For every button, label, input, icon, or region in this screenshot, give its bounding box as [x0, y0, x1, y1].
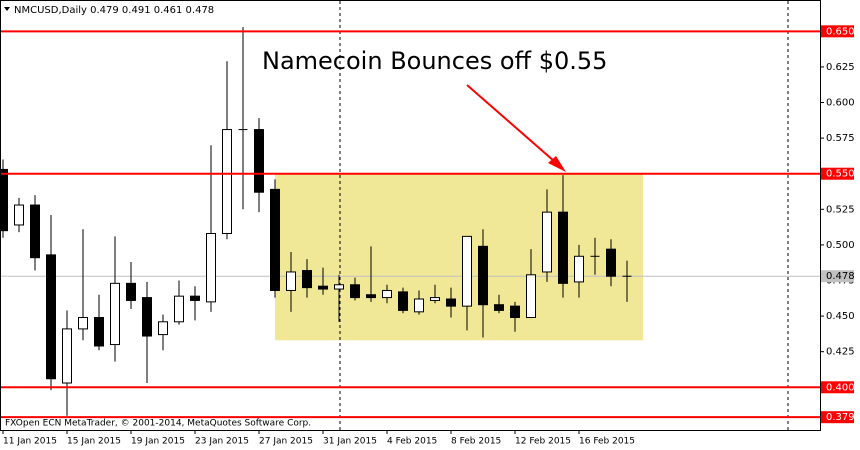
annotation: Namecoin Bounces off $0.55	[262, 47, 607, 75]
footer: FXOpen ECN MetaTrader, © 2001-2014, Meta…	[5, 419, 311, 429]
y-tick-label: 0.500	[826, 240, 855, 251]
y-tick-label: 0.525	[826, 204, 855, 215]
level-box	[821, 381, 854, 394]
candle-body	[366, 294, 376, 299]
y-tick-label: 0.425	[826, 347, 855, 358]
level-label: 0.650	[826, 26, 855, 37]
candle-body	[254, 129, 264, 193]
candle-body	[142, 297, 152, 337]
y-tick-label: 0.625	[826, 62, 855, 73]
candle-body	[558, 211, 568, 284]
x-tick-label: 15 Jan 2015	[67, 437, 121, 447]
x-tick-label: 4 Feb 2015	[387, 437, 437, 447]
candle-body	[158, 321, 168, 336]
candle-body	[30, 204, 40, 259]
candle-body	[0, 168, 8, 232]
x-tick-label: 8 Feb 2015	[451, 437, 501, 447]
x-tick-label: 16 Feb 2015	[579, 437, 635, 447]
x-tick-label: 11 Jan 2015	[3, 437, 57, 447]
level-box	[821, 411, 854, 424]
candle-body	[478, 245, 488, 306]
candle-body	[174, 295, 184, 323]
candle-body	[110, 282, 120, 346]
candle-body	[414, 298, 424, 313]
candle-body	[318, 285, 328, 290]
candle-body	[46, 254, 56, 380]
candle-body	[382, 289, 392, 299]
candle-body	[350, 284, 360, 299]
candle-body	[542, 211, 552, 273]
arrow-head	[548, 156, 566, 172]
candle-body	[62, 328, 72, 384]
candle-body	[510, 305, 520, 319]
candle-body	[462, 235, 472, 307]
candle-body	[398, 291, 408, 311]
price-zone	[275, 173, 643, 341]
candle-body	[286, 271, 296, 291]
candle-body	[206, 233, 216, 303]
candle-body	[494, 304, 504, 311]
candle-body	[190, 295, 200, 301]
y-tick-label: 0.450	[826, 311, 855, 322]
x-tick-label: 31 Jan 2015	[323, 437, 377, 447]
last-price-label: 0.478	[826, 271, 855, 282]
candle-body	[334, 284, 344, 290]
level-box	[821, 25, 854, 38]
menu-triangle	[4, 7, 10, 11]
candle-body	[14, 204, 24, 226]
chart-title: NMCUSD,Daily 0.479 0.491 0.461 0.478	[14, 5, 214, 16]
plot-frame	[0, 0, 821, 431]
x-tick-label: 19 Jan 2015	[131, 437, 185, 447]
candle-body	[302, 270, 312, 289]
candle-body	[606, 248, 616, 277]
level-label: 0.400	[826, 382, 855, 393]
candle-body	[430, 297, 440, 301]
level-label: 0.379	[826, 412, 855, 423]
level-box	[821, 167, 854, 180]
y-tick-label: 0.600	[826, 98, 855, 109]
x-tick-label: 27 Jan 2015	[259, 437, 313, 447]
candle-body	[126, 282, 136, 301]
candle-body	[446, 298, 456, 307]
candle-body	[78, 317, 88, 330]
candle-body	[270, 188, 280, 291]
x-tick-label: 23 Jan 2015	[195, 437, 249, 447]
candle-body	[574, 255, 584, 283]
y-tick-label: 0.575	[826, 133, 855, 144]
candle-body	[222, 129, 232, 235]
level-label: 0.550	[826, 169, 855, 180]
candle-body	[526, 274, 536, 319]
x-tick-label: 12 Feb 2015	[515, 437, 571, 447]
candle-body	[94, 317, 104, 347]
last-price-box	[821, 270, 854, 283]
annotation-arrow	[466, 84, 563, 169]
